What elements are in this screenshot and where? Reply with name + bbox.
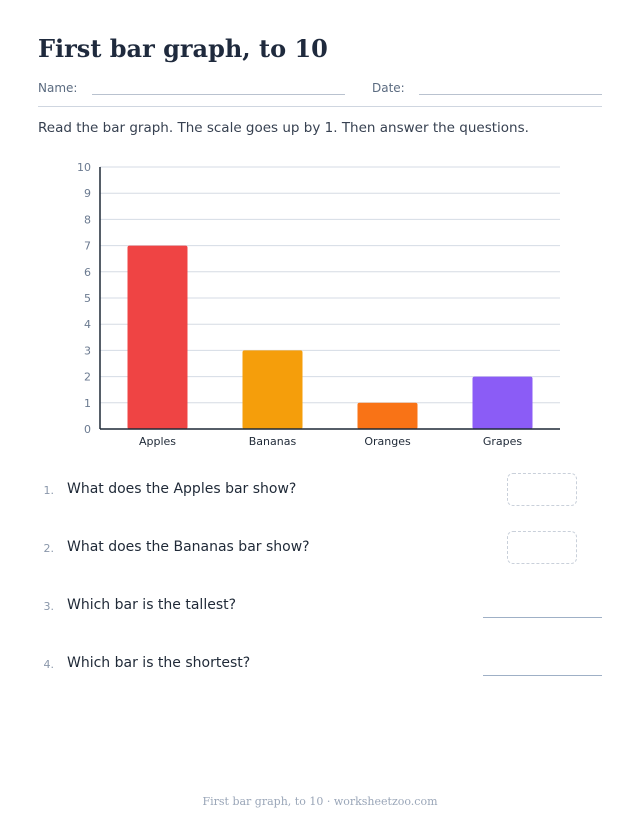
y-tick-label: 6 [84,266,91,279]
y-tick-label: 5 [84,292,91,305]
x-tick-label: Oranges [364,435,411,448]
date-field-line[interactable] [419,94,602,95]
name-label: Name: [38,81,78,95]
bar-apples [127,245,188,429]
question-text: Which bar is the shortest? [67,655,251,671]
answer-box[interactable] [507,473,577,506]
name-field-line[interactable] [92,94,345,95]
y-tick-label: 9 [84,187,91,200]
answer-line[interactable] [483,675,602,676]
answer-box[interactable] [507,531,577,564]
question-text: What does the Bananas bar show? [67,539,310,555]
question-number: 3. [43,600,55,613]
x-tick-label: Grapes [483,435,523,448]
question-number: 2. [43,542,55,555]
y-tick-label: 10 [77,161,91,174]
bar-grapes [472,376,533,429]
footer: First bar graph, to 10 · worksheetzoo.co… [202,795,438,808]
page-title: First bar graph, to 10 [38,34,328,63]
instructions: Read the bar graph. The scale goes up by… [38,120,529,136]
y-tick-label: 4 [84,318,91,331]
bar-bananas [242,350,303,429]
date-label: Date: [372,81,405,95]
y-tick-label: 3 [84,344,91,357]
bar-oranges [357,402,418,429]
question-text: Which bar is the tallest? [67,597,237,613]
y-tick-label: 7 [84,240,91,253]
bar-chart: 0 1 2 3 4 5 6 7 8 9 10 Apples Bananas Oranges Grapes [77,161,560,448]
x-tick-label: Apples [139,435,176,448]
question-number: 1. [43,484,55,497]
answer-line[interactable] [483,617,602,618]
question-text: What does the Apples bar show? [67,481,297,497]
y-tick-label: 0 [84,423,91,436]
y-tick-label: 8 [84,213,91,226]
x-tick-label: Bananas [249,435,297,448]
y-tick-label: 2 [84,371,91,384]
question-number: 4. [43,658,55,671]
y-tick-label: 1 [84,397,91,410]
header-divider [38,106,602,107]
